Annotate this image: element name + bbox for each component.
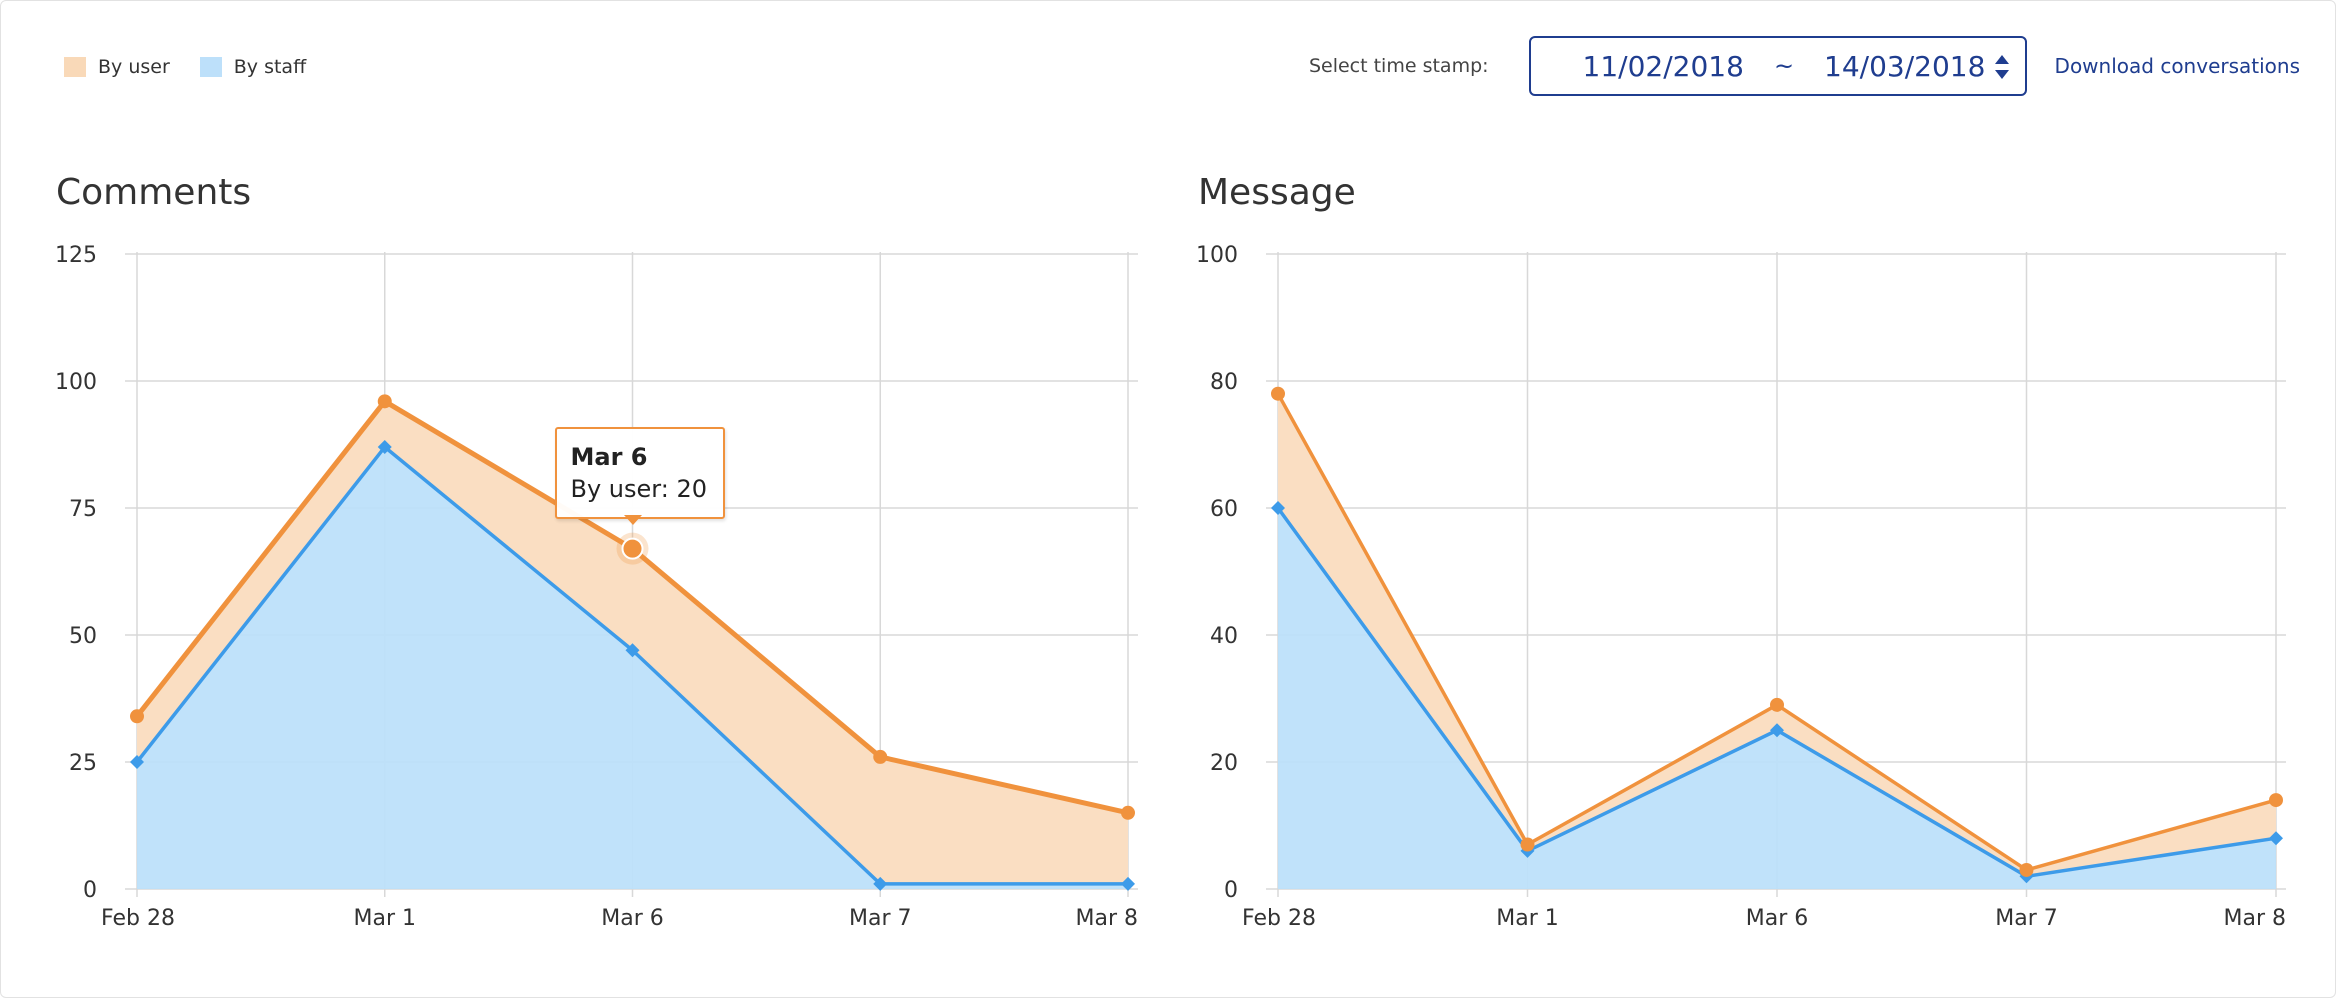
range-start-value: 11/02/2018: [1582, 49, 1744, 83]
comments-point-by-staff[interactable]: [873, 876, 888, 891]
message-point-by-staff[interactable]: [2269, 831, 2283, 846]
chart-title-message: Message: [1198, 172, 1356, 213]
legend-item-by-user[interactable]: By user: [64, 56, 170, 78]
tooltip-value: 20: [676, 474, 707, 503]
legend-item-by-staff[interactable]: By staff: [199, 56, 307, 78]
message-point-by-staff[interactable]: [1770, 723, 1784, 738]
message-x-tick-label: Mar 6: [1746, 906, 1809, 931]
message-point-by-user[interactable]: [1520, 837, 1535, 852]
message-point-by-user[interactable]: [2019, 862, 2034, 877]
comments-area-by-staff: [137, 447, 1128, 889]
timestamp-label: Select time stamp:: [1308, 55, 1489, 77]
comments-y-tick-label: 25: [69, 751, 97, 776]
chart-legend: By user By staff: [64, 56, 336, 78]
message-point-by-user[interactable]: [1770, 697, 1784, 712]
range-separator: ~: [1773, 52, 1795, 80]
comments-y-tick-label: 100: [55, 370, 97, 395]
comments-x-tick-label: Mar 1: [354, 906, 417, 931]
message-y-tick-label: 60: [1210, 497, 1238, 522]
message-y-tick-label: 100: [1196, 243, 1238, 268]
download-conversations-link[interactable]: Download conversations: [2054, 54, 2300, 78]
comments-y-tick-label: 125: [55, 243, 97, 268]
comments-y-tick-label: 75: [69, 497, 97, 522]
comments-x-tick-label: Mar 8: [1076, 906, 1139, 931]
comments-x-tick-label: Mar 7: [849, 906, 912, 931]
legend-swatch-by-user: [64, 57, 86, 77]
message-y-tick-label: 40: [1210, 624, 1238, 649]
message-y-tick-label: 80: [1210, 370, 1238, 395]
tooltip-series-label: By user: [570, 474, 661, 503]
message-point-by-user[interactable]: [1271, 386, 1285, 401]
comments-point-by-staff[interactable]: [1121, 876, 1135, 891]
message-x-tick-label: Feb 28: [1242, 906, 1316, 931]
comments-x-tick-label: Mar 6: [601, 906, 664, 931]
comments-point-by-user-highlighted[interactable]: [621, 537, 644, 560]
message-point-by-staff[interactable]: [1271, 501, 1285, 515]
comments-y-tick-label: 0: [83, 878, 97, 903]
tooltip-title: Mar 6: [570, 442, 648, 471]
message-x-tick-label: Mar 1: [1496, 906, 1559, 931]
message-x-tick-label: Mar 8: [2224, 906, 2287, 931]
comments-point-by-staff[interactable]: [625, 643, 640, 658]
comments-point-by-user[interactable]: [1121, 805, 1135, 820]
comments-point-by-user[interactable]: [377, 394, 392, 409]
message-y-tick-label: 20: [1210, 751, 1238, 776]
chart-title-comments: Comments: [56, 172, 252, 213]
date-range-select[interactable]: 11/02/2018 ~ 14/03/2018: [1528, 36, 2027, 96]
legend-label-by-staff: By staff: [233, 56, 307, 78]
range-end-value: 14/03/2018: [1824, 49, 1986, 83]
toolbar: Select time stamp: 11/02/2018 ~ 14/03/20…: [1309, 36, 2300, 96]
message-point-by-user[interactable]: [2269, 793, 2283, 808]
tooltip-arrow: [623, 514, 642, 525]
legend-label-by-user: By user: [98, 56, 170, 78]
message-y-tick-label: 0: [1224, 878, 1238, 903]
chart-tooltip: Mar 6 By user: 20: [554, 426, 725, 519]
comments-point-by-user[interactable]: [873, 749, 888, 764]
comments-point-by-staff[interactable]: [377, 440, 392, 455]
comments-y-tick-label: 50: [69, 624, 97, 649]
comments-x-tick-label: Feb 28: [101, 906, 175, 931]
comments-point-by-user[interactable]: [130, 709, 144, 724]
message-x-tick-label: Mar 7: [1995, 906, 2058, 931]
comments-point-by-staff[interactable]: [130, 755, 144, 769]
legend-swatch-by-staff: [199, 57, 222, 77]
select-arrows-icon: [1994, 55, 2009, 79]
message-area-by-staff: [1278, 508, 2276, 889]
